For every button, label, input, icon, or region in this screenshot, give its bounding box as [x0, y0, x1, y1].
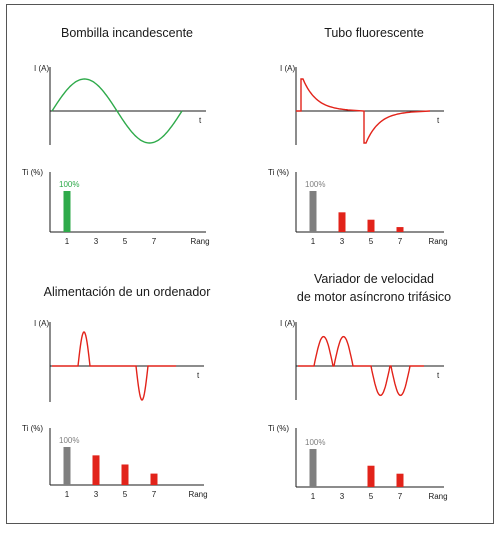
- bar: [92, 455, 100, 485]
- x-axis-label: t: [437, 116, 440, 125]
- data-label: 100%: [59, 436, 79, 445]
- bar: [63, 447, 71, 485]
- bar: [309, 449, 317, 487]
- y-axis-label: I (A): [34, 64, 49, 73]
- tick-label: 3: [94, 237, 99, 246]
- y-axis-label: Ti (%): [22, 168, 43, 177]
- panel-title: Variador de velocidad: [314, 272, 434, 286]
- tick-label: 3: [94, 490, 99, 499]
- bar: [150, 473, 158, 485]
- panel-title: de motor asíncrono trifásico: [297, 290, 451, 304]
- panel-title: Tubo fluorescente: [324, 26, 424, 40]
- tick-label: 5: [369, 492, 374, 501]
- bar: [367, 219, 375, 232]
- y-axis-label: I (A): [280, 64, 295, 73]
- tick-label: 3: [340, 492, 345, 501]
- y-axis-label: I (A): [280, 319, 295, 328]
- tick-label: 1: [65, 490, 70, 499]
- panel-title: Alimentación de un ordenador: [44, 285, 211, 299]
- bar: [396, 473, 404, 487]
- x-axis-label: t: [437, 371, 440, 380]
- bar: [121, 464, 129, 485]
- figure-frame: [6, 4, 494, 524]
- tick-label: 5: [369, 237, 374, 246]
- tick-label: 7: [398, 492, 403, 501]
- panel-title: Bombilla incandescente: [61, 26, 193, 40]
- data-label: 100%: [59, 180, 79, 189]
- bar: [338, 212, 346, 232]
- tick-label: 7: [398, 237, 403, 246]
- y-axis-label: Ti (%): [268, 424, 289, 433]
- y-axis-label: Ti (%): [268, 168, 289, 177]
- bar: [63, 191, 71, 232]
- tick-label: 1: [65, 237, 70, 246]
- waveform-line: [298, 335, 424, 397]
- y-axis-label: Ti (%): [22, 424, 43, 433]
- bar: [367, 465, 375, 487]
- data-label: 100%: [305, 180, 325, 189]
- data-label: 100%: [305, 438, 325, 447]
- waveform-line: [52, 331, 176, 401]
- x-axis-label: Rang: [190, 237, 209, 246]
- x-axis-label: t: [199, 116, 202, 125]
- bar: [309, 191, 317, 232]
- x-axis-label: Rang: [188, 490, 207, 499]
- tick-label: 1: [311, 492, 316, 501]
- x-axis-label: Rang: [428, 492, 447, 501]
- tick-label: 5: [123, 490, 128, 499]
- x-axis-label: t: [197, 371, 200, 380]
- waveform-line: [51, 78, 183, 144]
- tick-label: 3: [340, 237, 345, 246]
- y-axis-label: I (A): [34, 319, 49, 328]
- bar: [396, 227, 404, 232]
- tick-label: 7: [152, 237, 157, 246]
- tick-label: 1: [311, 237, 316, 246]
- waveform-line: [296, 78, 431, 144]
- x-axis-label: Rang: [428, 237, 447, 246]
- tick-label: 5: [123, 237, 128, 246]
- tick-label: 7: [152, 490, 157, 499]
